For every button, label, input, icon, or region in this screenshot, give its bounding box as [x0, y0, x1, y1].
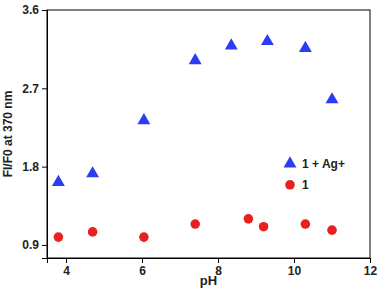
data-point — [88, 227, 98, 237]
x-tick-label: 6 — [139, 264, 146, 278]
plot-frame — [47, 10, 370, 258]
x-axis-title: pH — [200, 273, 217, 288]
x-tick-mark — [66, 258, 67, 263]
y-tick: 1.8 — [22, 160, 47, 174]
legend-label: 1 + Ag+ — [302, 157, 345, 171]
x-tick-label: 12 — [364, 264, 378, 278]
data-point — [244, 214, 254, 224]
y-axis-title: FI/F0 at 370 nm — [1, 91, 15, 178]
y-tick-label: 0.9 — [22, 238, 39, 252]
data-point — [137, 113, 150, 124]
y-tick-mark — [42, 245, 47, 246]
x-axis-line — [48, 259, 371, 264]
legend-label: 1 — [302, 178, 309, 192]
series — [52, 34, 338, 186]
legend-symbol — [285, 180, 295, 190]
x-tick-label: 4 — [63, 264, 70, 278]
data-point — [301, 219, 311, 229]
x-tick: 4 — [63, 258, 70, 278]
chart: 46810120.91.82.73.61 + Ag+1pHFI/F0 at 37… — [0, 0, 379, 290]
data-point — [299, 41, 312, 52]
y-tick-mark — [42, 167, 47, 168]
data-point — [139, 232, 149, 242]
x-tick: 12 — [364, 258, 378, 278]
data-point — [261, 34, 274, 45]
y-axis-line — [42, 11, 48, 259]
legend-item: 1 + Ag+ — [284, 156, 345, 170]
data-point — [225, 38, 238, 49]
y-tick-mark — [42, 10, 47, 11]
y-tick-label: 1.8 — [22, 160, 39, 174]
data-point — [327, 225, 337, 235]
legend: 1 + Ag+ 1 — [284, 156, 345, 191]
x-tick-mark — [142, 258, 143, 263]
x-tick-mark — [218, 258, 219, 263]
x-tick-mark — [370, 258, 371, 263]
plot-area: 46810120.91.82.73.61 + Ag+1 — [22, 3, 377, 277]
y-tick-label: 3.6 — [22, 3, 39, 17]
data-point — [86, 166, 99, 177]
data-point — [190, 219, 200, 229]
x-tick-label: 10 — [288, 264, 302, 278]
series — [54, 214, 337, 242]
y-tick: 0.9 — [22, 238, 47, 252]
y-tick-mark — [42, 88, 47, 89]
data-point — [54, 232, 64, 242]
marks — [52, 34, 338, 242]
data-point — [326, 92, 339, 103]
legend-item: 1 — [285, 178, 309, 192]
x-tick: 6 — [139, 258, 146, 278]
y-tick-label: 2.7 — [22, 82, 39, 96]
legend-symbol — [284, 156, 297, 167]
y-tick: 2.7 — [22, 82, 47, 96]
data-point — [52, 175, 65, 186]
y-tick: 3.6 — [22, 3, 47, 17]
x-tick-mark — [294, 258, 295, 263]
data-point — [259, 222, 269, 232]
x-tick: 10 — [288, 258, 302, 278]
y-axis: 0.9 1.8 2.7 3.6 — [22, 3, 47, 258]
data-point — [189, 53, 202, 64]
